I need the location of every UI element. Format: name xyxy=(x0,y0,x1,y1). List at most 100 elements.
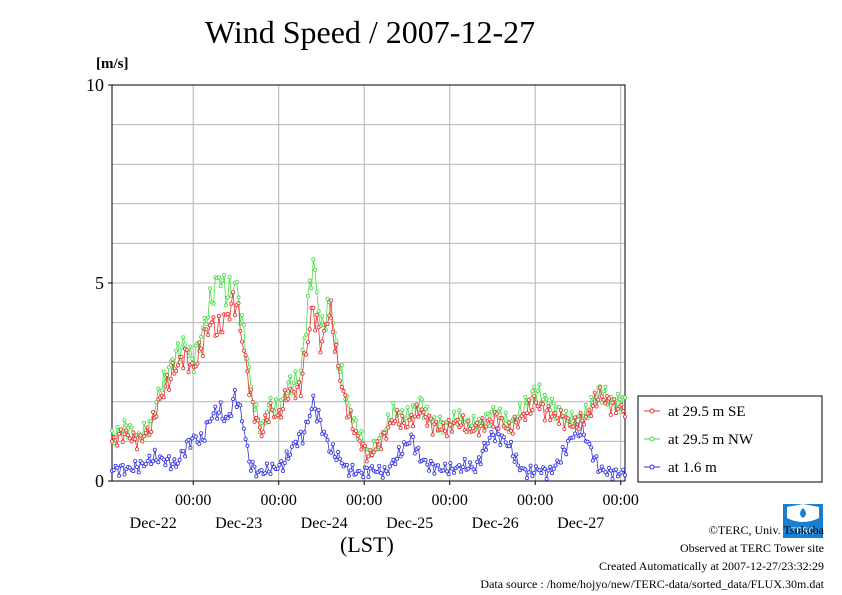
series-point xyxy=(571,435,576,440)
series-point xyxy=(288,452,293,457)
series-point xyxy=(248,468,253,473)
series-point xyxy=(510,431,515,436)
series-point xyxy=(298,394,303,399)
series-point xyxy=(122,472,127,477)
terc-logo-drop xyxy=(800,508,806,518)
series-point xyxy=(142,434,147,439)
series-point xyxy=(231,397,236,402)
series-point xyxy=(259,467,264,472)
series-point xyxy=(211,301,216,306)
series-point xyxy=(553,463,558,468)
series-point xyxy=(573,431,578,436)
series-point xyxy=(181,449,186,454)
series-point xyxy=(166,454,171,459)
series-point xyxy=(377,442,382,447)
series-point xyxy=(204,327,209,332)
series-point xyxy=(362,443,367,448)
series-point xyxy=(350,427,355,432)
series-point xyxy=(166,365,171,370)
series-point xyxy=(423,414,428,419)
series-point xyxy=(471,413,476,418)
series-point xyxy=(371,450,376,455)
series-point xyxy=(159,388,164,393)
series-point xyxy=(127,465,132,470)
series-point xyxy=(507,420,512,425)
series-point xyxy=(448,461,453,466)
series-point xyxy=(550,414,555,419)
series-point xyxy=(318,350,323,355)
series-point xyxy=(533,400,538,405)
series-point xyxy=(512,459,517,464)
series-point xyxy=(601,389,606,394)
series-point xyxy=(583,402,588,407)
series-point xyxy=(623,414,628,419)
series-point xyxy=(207,419,212,424)
series-point xyxy=(336,449,341,454)
series-point xyxy=(384,436,389,441)
series-point xyxy=(239,419,244,424)
series-point xyxy=(320,339,325,344)
series-point xyxy=(619,470,624,475)
series-point xyxy=(400,451,405,456)
series-point xyxy=(304,332,309,337)
series-point xyxy=(505,426,510,431)
series-point xyxy=(615,391,620,396)
x-tick-time-label: 00:00 xyxy=(517,492,553,509)
series-point xyxy=(122,418,127,423)
series-point xyxy=(541,402,546,407)
series-point xyxy=(580,418,585,423)
series-point xyxy=(389,461,394,466)
series-point xyxy=(345,462,350,467)
x-tick-time-label: 00:00 xyxy=(346,492,382,509)
series-point xyxy=(334,339,339,344)
series-point xyxy=(459,423,464,428)
series-point xyxy=(460,413,465,418)
series-point xyxy=(350,462,355,467)
series-point xyxy=(302,335,307,340)
series-point xyxy=(150,459,155,464)
series-point xyxy=(441,420,446,425)
series-point xyxy=(526,470,531,475)
series-point xyxy=(619,402,624,407)
series-point xyxy=(339,385,344,390)
series-point xyxy=(314,312,319,317)
x-tick-date-label: Dec-24 xyxy=(301,515,348,532)
series-point xyxy=(268,395,273,400)
series-point xyxy=(457,408,462,413)
series-point xyxy=(550,471,555,476)
series-point xyxy=(564,452,569,457)
series-point xyxy=(156,386,161,391)
series-point xyxy=(311,393,316,398)
series-point xyxy=(391,401,396,406)
series-point xyxy=(232,313,237,318)
series-point xyxy=(339,461,344,466)
terc-logo-text: TERC xyxy=(791,526,816,536)
series-point xyxy=(459,469,464,474)
series-point xyxy=(469,423,474,428)
series-point xyxy=(133,459,138,464)
series-point xyxy=(384,469,389,474)
series-point xyxy=(542,392,547,397)
series-point xyxy=(623,473,628,478)
series-point xyxy=(181,335,186,340)
series-point xyxy=(425,423,430,428)
series-point xyxy=(175,363,180,368)
series-point xyxy=(264,410,269,415)
series-point xyxy=(578,433,583,438)
series-point xyxy=(416,414,421,419)
series-point xyxy=(122,432,127,437)
series-point xyxy=(359,470,364,475)
series-point xyxy=(179,354,184,359)
series-point xyxy=(346,473,351,478)
series-point xyxy=(124,428,129,433)
series-point xyxy=(532,384,537,389)
y-axis-unit: [m/s] xyxy=(96,56,129,72)
series-point xyxy=(503,440,508,445)
series-point xyxy=(432,471,437,476)
series-point xyxy=(161,369,166,374)
x-tick-time-label: 00:00 xyxy=(602,492,638,509)
series-point xyxy=(302,430,307,435)
series-point xyxy=(110,428,115,433)
series-point xyxy=(223,303,228,308)
series-point xyxy=(215,416,220,421)
